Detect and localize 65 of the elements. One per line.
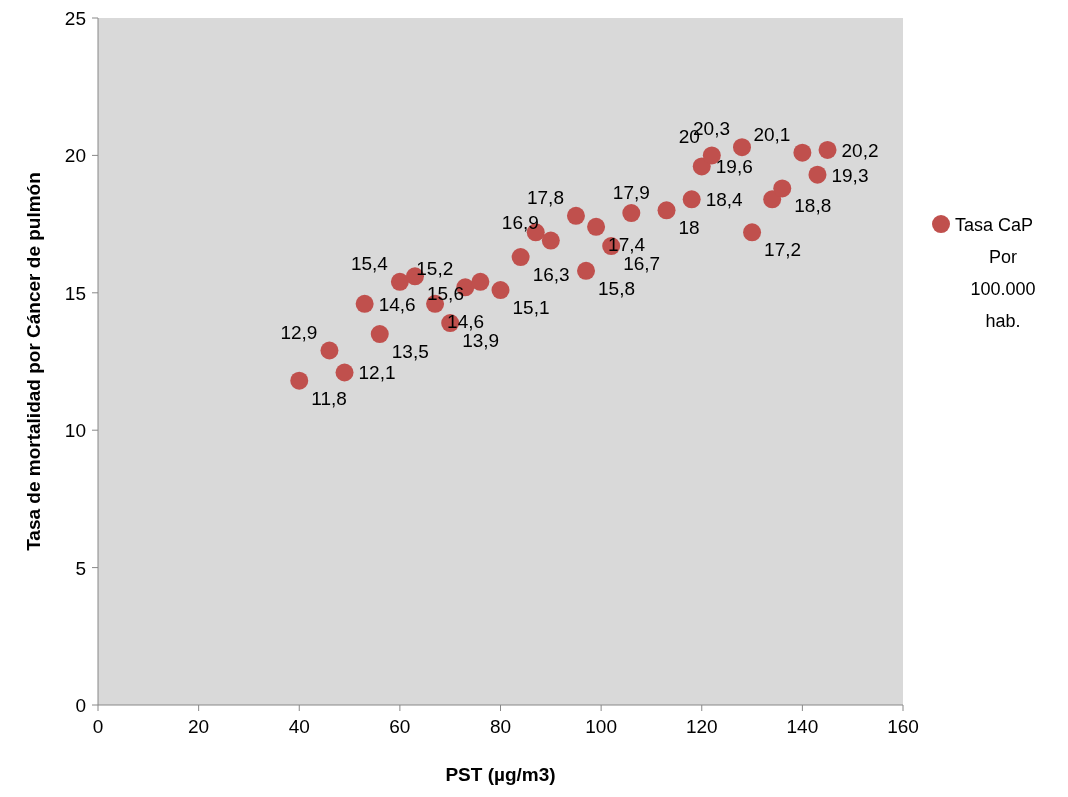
- point: [818, 140, 837, 159]
- data-label: 15,4: [350, 252, 389, 274]
- data-label: 17,8: [526, 186, 564, 208]
- x-tick-label: 160: [887, 716, 919, 737]
- x-tick-label: 60: [389, 716, 411, 737]
- data-label: 12,9: [280, 321, 318, 343]
- point: [290, 371, 309, 390]
- point: [692, 157, 711, 176]
- y-tick-label: 5: [75, 557, 86, 579]
- point: [793, 143, 812, 162]
- data-label: 13,9: [462, 330, 500, 352]
- x-tick-label: 100: [585, 716, 617, 737]
- legend-label: Tasa CaP Por 100.000 hab.: [955, 215, 1036, 332]
- data-label: 18,8: [794, 195, 832, 217]
- y-tick-label: 10: [64, 420, 86, 442]
- data-label: 20,1: [753, 123, 791, 145]
- point: [566, 206, 585, 225]
- data-label: 13,5: [391, 341, 429, 363]
- point: [320, 341, 339, 360]
- x-tick-label: 80: [489, 716, 512, 737]
- point: [390, 272, 409, 291]
- data-label: 18,4: [705, 189, 744, 211]
- data-label: 11,8: [311, 387, 347, 409]
- data-label: 19,6: [715, 156, 753, 178]
- point: [763, 190, 782, 209]
- x-axis-title: PST (µg/m3): [445, 764, 556, 785]
- data-label: 16,7: [623, 253, 661, 275]
- data-label: 19,3: [831, 164, 869, 186]
- point: [622, 204, 641, 223]
- point: [355, 294, 374, 313]
- point: [511, 248, 530, 267]
- point: [471, 272, 490, 291]
- y-axis-title: Tasa de mortalidad por Cáncer de pulmón: [23, 172, 44, 551]
- data-label: 18: [678, 217, 700, 239]
- y-tick-label: 25: [64, 8, 86, 29]
- point: [773, 179, 792, 198]
- y-tick-label: 15: [64, 282, 86, 304]
- data-label: 15,1: [512, 297, 550, 319]
- data-label: 16,9: [501, 211, 539, 233]
- x-tick-label: 0: [92, 716, 104, 737]
- point: [682, 190, 701, 209]
- point: [657, 201, 676, 220]
- point: [335, 363, 354, 382]
- point: [541, 231, 560, 250]
- point: [491, 281, 510, 300]
- data-label: 16,3: [532, 264, 570, 286]
- data-label: 15,8: [598, 277, 636, 299]
- y-tick-label: 0: [75, 695, 86, 716]
- point: [370, 325, 389, 344]
- data-label: 20,2: [841, 139, 879, 161]
- data-label: 15,2: [416, 258, 454, 280]
- data-label: 12,1: [358, 362, 396, 384]
- point: [577, 261, 596, 280]
- x-tick-label: 40: [288, 716, 310, 737]
- point: [587, 217, 606, 236]
- y-tick-label: 20: [64, 145, 86, 167]
- x-tick-label: 120: [685, 716, 718, 737]
- point: [733, 138, 751, 157]
- data-label: 17,9: [612, 182, 650, 204]
- x-tick-label: 20: [188, 716, 210, 737]
- point: [743, 223, 762, 242]
- x-tick-label: 140: [786, 716, 819, 737]
- point: [808, 165, 827, 184]
- data-label: 17,2: [764, 239, 802, 261]
- data-label: 14,6: [378, 293, 416, 315]
